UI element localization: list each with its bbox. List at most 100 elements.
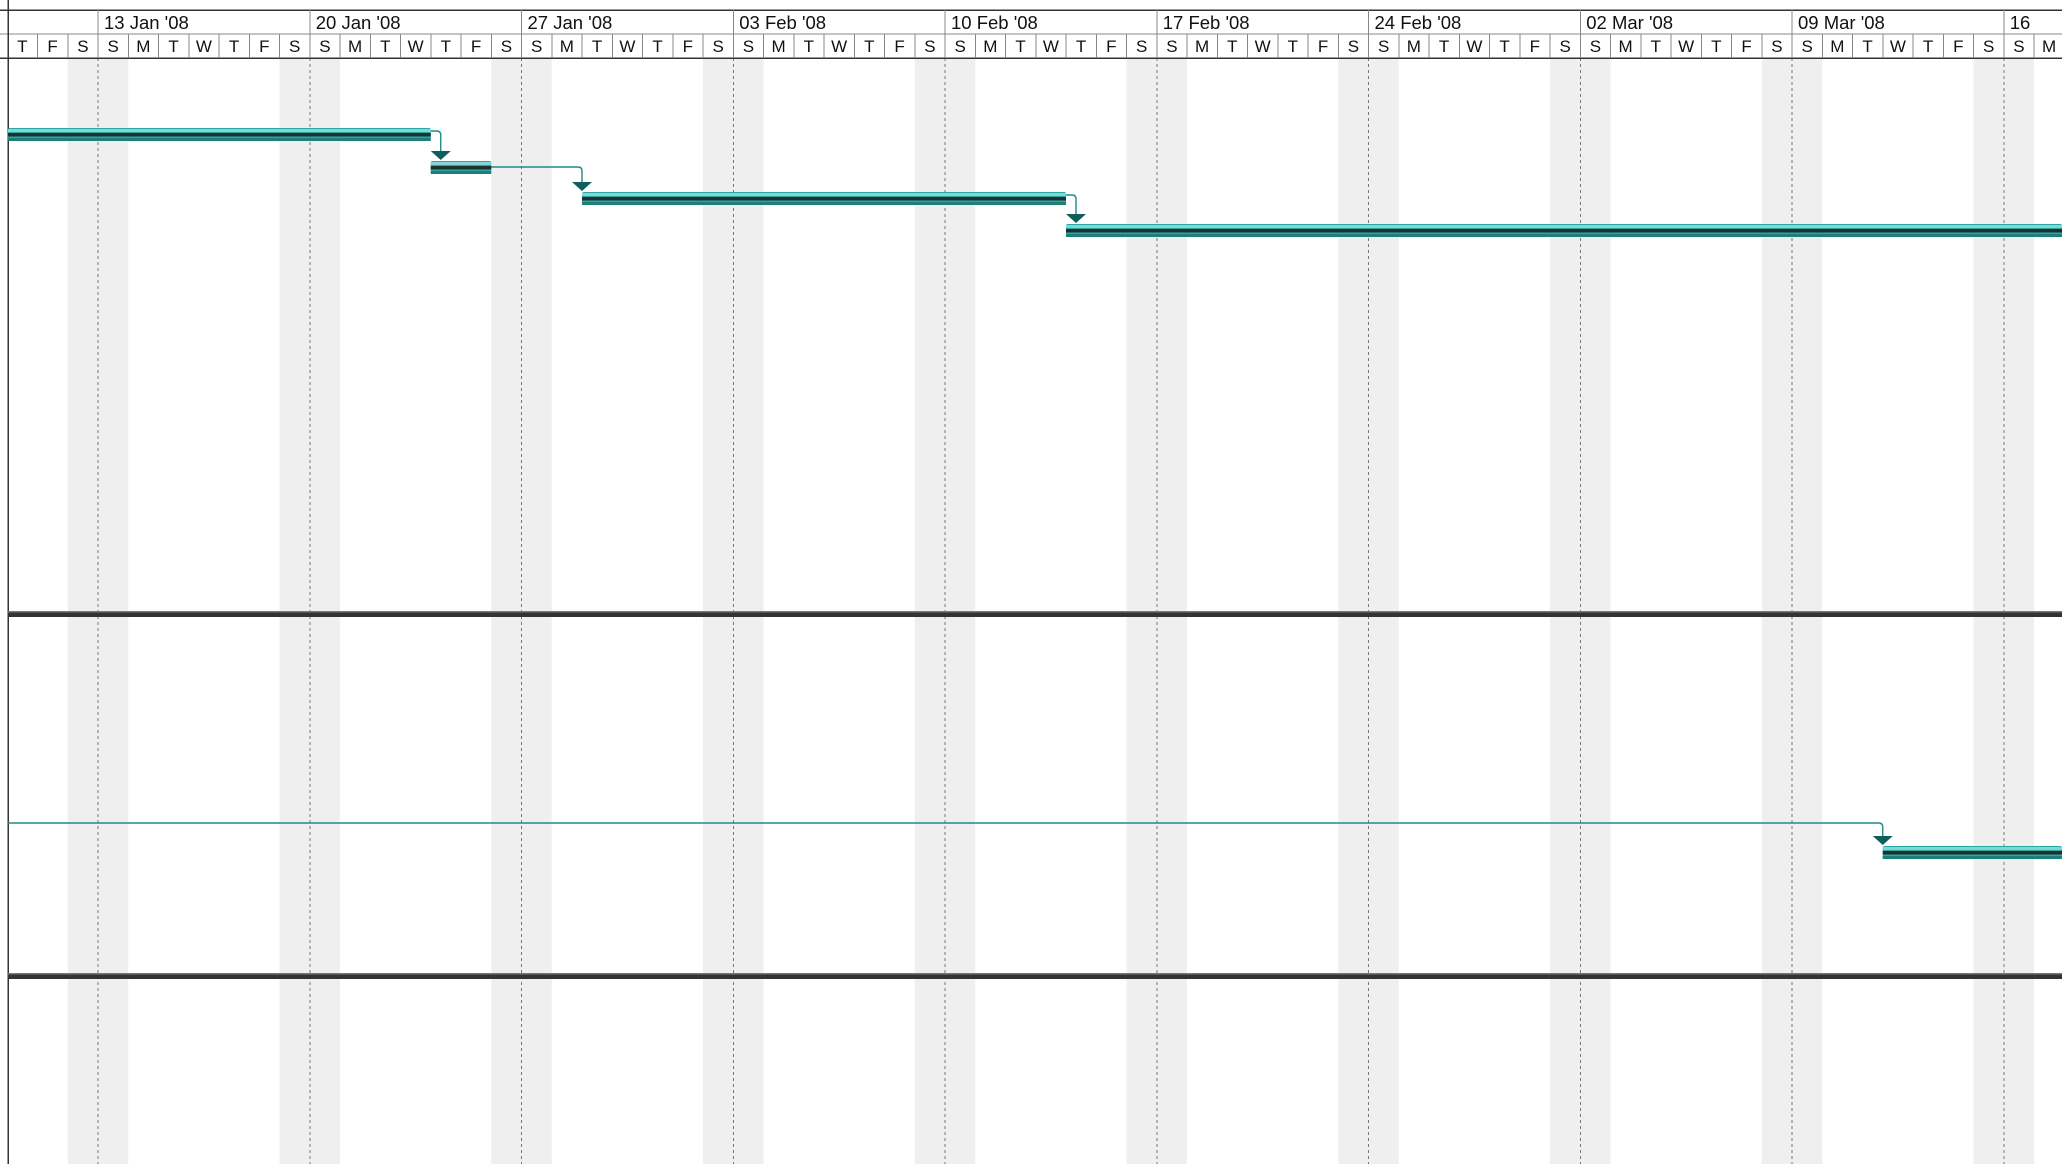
day-letter[interactable]: S [2013, 37, 2024, 56]
day-letter[interactable]: S [954, 37, 965, 56]
day-letter[interactable]: S [712, 37, 723, 56]
day-letter[interactable]: S [1378, 37, 1389, 56]
day-letter[interactable]: W [1255, 37, 1271, 56]
day-letter[interactable]: F [1318, 37, 1328, 56]
day-letter[interactable]: T [168, 37, 178, 56]
day-letter[interactable]: T [1076, 37, 1086, 56]
day-letter[interactable]: T [1862, 37, 1872, 56]
week-label[interactable]: 17 Feb '08 [1163, 12, 1250, 33]
week-label[interactable]: 13 Jan '08 [104, 12, 189, 33]
day-letter[interactable]: M [983, 37, 997, 56]
day-letter[interactable]: F [471, 37, 481, 56]
day-letter[interactable]: W [196, 37, 212, 56]
day-letter[interactable]: W [408, 37, 424, 56]
task-bar[interactable] [8, 128, 431, 141]
task-bar-highlight [1882, 847, 2062, 850]
day-letter[interactable]: W [1678, 37, 1694, 56]
task-bar-highlight [582, 193, 1066, 196]
day-letter[interactable]: S [107, 37, 118, 56]
day-letter[interactable]: F [259, 37, 269, 56]
day-letter[interactable]: T [229, 37, 239, 56]
day-letter[interactable]: S [289, 37, 300, 56]
day-letter[interactable]: S [1559, 37, 1570, 56]
day-letter[interactable]: S [1348, 37, 1359, 56]
group-separator [8, 973, 2062, 979]
day-letter[interactable]: F [1953, 37, 1963, 56]
day-letter[interactable]: F [1530, 37, 1540, 56]
day-letter[interactable]: T [1499, 37, 1509, 56]
week-label[interactable]: 09 Mar '08 [1798, 12, 1885, 33]
week-label[interactable]: 24 Feb '08 [1375, 12, 1462, 33]
day-letter[interactable]: T [17, 37, 27, 56]
task-bar-highlight [430, 162, 492, 165]
dependency-link [430, 130, 442, 152]
dependency-links [8, 130, 1893, 845]
dependency-link [491, 166, 583, 183]
day-letter[interactable]: M [136, 37, 150, 56]
day-letter[interactable]: T [380, 37, 390, 56]
day-letter[interactable]: S [1166, 37, 1177, 56]
day-letter[interactable]: F [683, 37, 693, 56]
task-bar[interactable] [430, 161, 492, 174]
day-letter[interactable]: T [1439, 37, 1449, 56]
dependency-link [8, 822, 1884, 837]
day-letter[interactable]: T [1015, 37, 1025, 56]
day-letter[interactable]: F [894, 37, 904, 56]
dependency-link [1066, 194, 1077, 215]
dependency-arrowhead [1872, 836, 1893, 845]
day-letter[interactable]: W [619, 37, 635, 56]
day-letter[interactable]: T [592, 37, 602, 56]
day-letter[interactable]: T [1227, 37, 1237, 56]
week-label[interactable]: 10 Feb '08 [951, 12, 1038, 33]
day-letter[interactable]: F [1106, 37, 1116, 56]
day-letter[interactable]: F [1741, 37, 1751, 56]
task-bar[interactable] [582, 192, 1066, 205]
task-bar[interactable] [1882, 846, 2062, 859]
day-letter[interactable]: T [1288, 37, 1298, 56]
day-letter[interactable]: M [2042, 37, 2056, 56]
day-letter[interactable]: S [1136, 37, 1147, 56]
task-bar-shadow [1882, 856, 2062, 859]
week-label[interactable]: 03 Feb '08 [739, 12, 826, 33]
week-label[interactable]: 16 [2010, 12, 2031, 33]
day-letter[interactable]: T [1923, 37, 1933, 56]
week-label[interactable]: 27 Jan '08 [528, 12, 613, 33]
day-letter[interactable]: T [652, 37, 662, 56]
day-letter[interactable]: S [77, 37, 88, 56]
day-letter[interactable]: M [1830, 37, 1844, 56]
day-letter[interactable]: T [1711, 37, 1721, 56]
day-letter[interactable]: M [772, 37, 786, 56]
task-bar-core [1066, 229, 2062, 233]
day-letter[interactable]: W [831, 37, 847, 56]
day-letter[interactable]: M [1619, 37, 1633, 56]
day-letter[interactable]: S [743, 37, 754, 56]
day-letter[interactable]: M [1407, 37, 1421, 56]
day-letter[interactable]: S [531, 37, 542, 56]
day-letter[interactable]: T [441, 37, 451, 56]
week-label[interactable]: 02 Mar '08 [1586, 12, 1673, 33]
day-letter[interactable]: T [864, 37, 874, 56]
day-letter[interactable]: W [1466, 37, 1482, 56]
day-letter[interactable]: S [1590, 37, 1601, 56]
task-bar[interactable] [1066, 224, 2062, 237]
task-bar-highlight [8, 129, 431, 132]
day-letter[interactable]: W [1043, 37, 1059, 56]
day-letter[interactable]: S [1801, 37, 1812, 56]
day-letter[interactable]: M [348, 37, 362, 56]
day-letter[interactable]: W [1890, 37, 1906, 56]
day-letter[interactable]: S [319, 37, 330, 56]
day-letter[interactable]: M [560, 37, 574, 56]
task-bars[interactable] [8, 128, 2062, 859]
day-letter[interactable]: S [1983, 37, 1994, 56]
task-bar-core [430, 166, 492, 170]
day-letter[interactable]: M [1195, 37, 1209, 56]
day-letter[interactable]: F [47, 37, 57, 56]
day-letter[interactable]: T [804, 37, 814, 56]
week-label[interactable]: 20 Jan '08 [316, 12, 401, 33]
day-letter[interactable]: S [1771, 37, 1782, 56]
day-letter[interactable]: T [1651, 37, 1661, 56]
day-letter[interactable]: S [924, 37, 935, 56]
day-letter[interactable]: S [501, 37, 512, 56]
